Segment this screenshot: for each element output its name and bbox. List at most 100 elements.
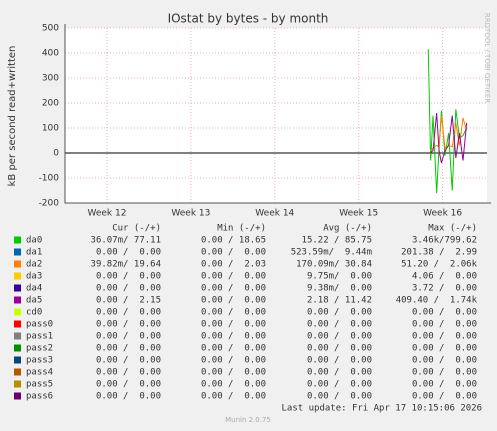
- legend-header: Avg (-/+): [323, 224, 372, 234]
- footer: Munin 2.0.75: [225, 416, 271, 424]
- legend-swatch: [14, 296, 21, 304]
- legend-header: Cur (-/+): [112, 224, 161, 234]
- legend-avg: 0.00 / 0.00: [307, 380, 372, 390]
- legend-swatch: [14, 380, 21, 388]
- y-tick-label: 0: [53, 149, 59, 159]
- legend-name: pass0: [26, 320, 53, 330]
- legend-swatch: [14, 368, 21, 376]
- legend-min: 0.00 / 0.00: [201, 248, 266, 258]
- legend-cur: 39.82m/ 19.64: [91, 260, 161, 270]
- legend-max: 51.20 / 2.06k: [401, 260, 477, 270]
- legend-min: 0.00 / 0.00: [201, 272, 266, 282]
- legend-swatch: [14, 248, 21, 256]
- plot-area: [65, 28, 487, 203]
- chart-title: IOstat by bytes - by month: [168, 12, 329, 26]
- legend-avg: 9.75m/ 0.00: [307, 272, 372, 282]
- legend-name: pass4: [26, 368, 53, 378]
- legend-max: 0.00 / 0.00: [412, 380, 477, 390]
- legend-max: 0.00 / 0.00: [412, 356, 477, 366]
- legend-cur: 0.00 / 0.00: [96, 356, 161, 366]
- legend-min: 0.00 / 0.00: [201, 284, 266, 294]
- legend-min: 0.00 / 0.00: [201, 392, 266, 402]
- legend-name: pass3: [26, 356, 53, 366]
- y-tick-label: 100: [42, 124, 59, 134]
- legend-name: da0: [26, 236, 42, 246]
- legend-avg: 0.00 / 0.00: [307, 320, 372, 330]
- legend-cur: 0.00 / 0.00: [96, 248, 161, 258]
- legend-max: 0.00 / 0.00: [412, 308, 477, 318]
- legend-avg: 0.00 / 0.00: [307, 392, 372, 402]
- legend-min: 0.00 / 0.00: [201, 296, 266, 306]
- y-tick-label: -100: [39, 174, 60, 184]
- legend-avg: 0.00 / 0.00: [307, 344, 372, 354]
- legend-min: 0.00 / 0.00: [201, 380, 266, 390]
- y-axis-label: kB per second read+written: [7, 46, 18, 187]
- legend-avg: 523.59m/ 9.44m: [291, 248, 372, 258]
- legend-cur: 0.00 / 0.00: [96, 344, 161, 354]
- legend-swatch: [14, 308, 21, 316]
- legend-swatch: [14, 392, 21, 400]
- x-tick-label: Week 16: [423, 209, 462, 219]
- legend-avg: 9.38m/ 0.00: [307, 284, 372, 294]
- legend-header: Max (-/+): [428, 224, 477, 234]
- series-line: [427, 49, 468, 194]
- x-tick-label: Week 15: [339, 209, 378, 219]
- legend-min: 0.00 / 2.03: [201, 260, 266, 270]
- y-tick-label: 300: [42, 74, 59, 84]
- legend-name: cd0: [26, 308, 42, 318]
- x-tick-label: Week 14: [255, 209, 294, 219]
- legend-avg: 170.09m/ 30.84: [296, 260, 372, 270]
- legend-name: da2: [26, 260, 42, 270]
- y-tick-label: 200: [42, 99, 59, 109]
- legend-header: Min (-/+): [217, 224, 266, 234]
- legend-max: 0.00 / 0.00: [412, 392, 477, 402]
- axis: [64, 24, 491, 204]
- legend-cur: 0.00 / 0.00: [96, 308, 161, 318]
- side-note: RRDTOOL / TOBI OETIKER: [483, 13, 491, 103]
- y-tick-label: 500: [42, 24, 59, 34]
- legend-swatch: [14, 272, 21, 280]
- legend-name: pass1: [26, 332, 53, 342]
- series-line: [430, 112, 468, 164]
- legend-cur: 0.00 / 2.15: [96, 296, 161, 306]
- legend-name: pass2: [26, 344, 53, 354]
- legend-min: 0.00 / 0.00: [201, 344, 266, 354]
- legend-avg: 2.18 / 11.42: [307, 296, 372, 306]
- legend-name: da3: [26, 272, 42, 282]
- legend-cur: 36.07m/ 77.11: [91, 236, 161, 246]
- legend-min: 0.00 / 18.65: [201, 236, 266, 246]
- legend-name: da5: [26, 296, 42, 306]
- legend-name: pass5: [26, 380, 53, 390]
- legend-swatch: [14, 356, 21, 364]
- legend-name: da4: [26, 284, 42, 294]
- legend-avg: 0.00 / 0.00: [307, 368, 372, 378]
- legend-name: da1: [26, 248, 42, 258]
- legend-cur: 0.00 / 0.00: [96, 284, 161, 294]
- legend-min: 0.00 / 0.00: [201, 368, 266, 378]
- x-tick-label: Week 13: [171, 209, 210, 219]
- legend-max: 0.00 / 0.00: [412, 368, 477, 378]
- legend-cur: 0.00 / 0.00: [96, 380, 161, 390]
- legend-cur: 0.00 / 0.00: [96, 392, 161, 402]
- legend-avg: 15.22 / 85.75: [302, 236, 372, 246]
- legend-max: 3.46k/799.62: [412, 236, 477, 246]
- legend-max: 201.38 / 2.99: [401, 248, 477, 258]
- legend-swatch: [14, 320, 21, 328]
- legend-swatch: [14, 260, 21, 268]
- legend-swatch: [14, 236, 21, 244]
- y-tick-label: 400: [42, 49, 59, 59]
- legend-max: 0.00 / 0.00: [412, 320, 477, 330]
- legend-min: 0.00 / 0.00: [201, 308, 266, 318]
- legend-swatch: [14, 344, 21, 352]
- legend-min: 0.00 / 0.00: [201, 320, 266, 330]
- legend-avg: 0.00 / 0.00: [307, 308, 372, 318]
- legend-max: 0.00 / 0.00: [412, 344, 477, 354]
- last-update: Last update: Fri Apr 17 10:15:06 2026: [282, 404, 482, 414]
- legend-avg: 0.00 / 0.00: [307, 332, 372, 342]
- x-tick-label: Week 12: [87, 209, 126, 219]
- legend-name: pass6: [26, 392, 53, 402]
- legend-max: 3.72 / 0.00: [412, 284, 477, 294]
- legend-min: 0.00 / 0.00: [201, 332, 266, 342]
- legend-avg: 0.00 / 0.00: [307, 356, 372, 366]
